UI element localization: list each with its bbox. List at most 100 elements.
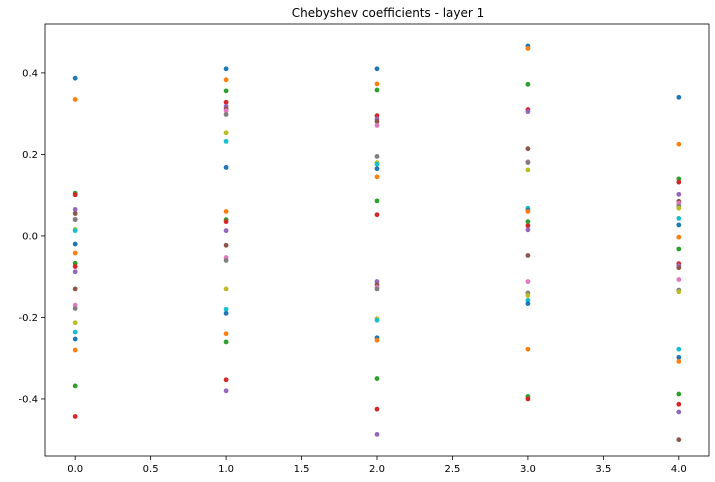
data-point [72, 414, 78, 419]
data-point [374, 119, 380, 124]
data-point [223, 257, 229, 263]
data-point [223, 286, 229, 292]
data-point [525, 293, 531, 298]
data-point [676, 179, 682, 185]
data-point [223, 165, 229, 170]
data-point [525, 167, 531, 173]
data-point [525, 209, 531, 214]
data-point [72, 286, 78, 292]
data-point [525, 223, 531, 229]
data-point [374, 161, 380, 167]
data-point [223, 138, 229, 144]
data-point [72, 269, 78, 275]
data-point [676, 359, 682, 364]
data-point [223, 388, 229, 394]
data-point [223, 339, 229, 345]
data-point [223, 209, 229, 214]
y-tick-label: -0.4 [18, 394, 38, 405]
data-point [72, 383, 78, 389]
data-point [525, 253, 531, 258]
data-point [374, 406, 380, 412]
data-point [223, 66, 229, 72]
x-axis: 0.0 0.5 1.0 1.5 2.0 2.5 3.0 3.5 4.0 [67, 456, 687, 475]
data-point [72, 250, 78, 256]
y-tick-label: -0.2 [18, 313, 38, 324]
data-point [223, 108, 229, 114]
y-tick-label: 0.4 [22, 68, 38, 79]
data-point [676, 409, 682, 415]
data-point [676, 289, 682, 295]
data-point [223, 112, 229, 117]
data-point [223, 219, 229, 225]
data-point [72, 320, 78, 326]
data-point [72, 217, 78, 223]
data-point [374, 317, 380, 323]
x-tick-label: 4.0 [671, 464, 687, 475]
data-point [676, 391, 682, 397]
data-point [374, 166, 380, 172]
data-point [676, 401, 682, 407]
data-point [525, 301, 531, 306]
data-point [676, 234, 682, 240]
data-point [374, 154, 380, 159]
data-point [374, 286, 380, 292]
data-point [374, 376, 380, 381]
data-point [374, 66, 380, 72]
data-point [525, 46, 531, 51]
data-point [676, 346, 682, 352]
data-point [223, 331, 229, 337]
data-point [72, 329, 78, 335]
data-point [72, 336, 78, 342]
data-point [374, 81, 380, 87]
data-point [676, 246, 682, 252]
data-point [676, 265, 682, 271]
data-point [223, 130, 229, 136]
data-point [676, 277, 682, 282]
data-point [72, 211, 78, 216]
data-point [72, 75, 78, 81]
x-tick-label: 2.5 [445, 464, 461, 475]
data-point [525, 279, 531, 284]
data-point [374, 212, 380, 218]
data-point [72, 192, 78, 198]
data-point [374, 123, 380, 128]
x-tick-label: 2.0 [369, 464, 385, 475]
data-point [525, 346, 531, 352]
data-point [676, 205, 682, 211]
data-point [223, 377, 229, 383]
data-point [374, 432, 380, 437]
data-point [525, 109, 531, 115]
data-point [72, 241, 78, 247]
data-point [374, 337, 380, 343]
data-point [374, 198, 380, 204]
y-axis: -0.4 -0.2 0.0 0.2 0.4 [18, 68, 45, 405]
data-point [374, 174, 380, 180]
x-tick-label: 1.0 [218, 464, 234, 475]
data-point [525, 81, 531, 87]
data-point [676, 216, 682, 221]
data-point [223, 242, 229, 248]
data-point [72, 207, 78, 212]
data-point [223, 77, 229, 83]
data-points [72, 43, 682, 443]
x-tick-label: 3.0 [520, 464, 536, 475]
x-tick-label: 1.5 [294, 464, 310, 475]
data-point [676, 437, 682, 443]
data-point [525, 146, 531, 152]
x-tick-label: 0.0 [67, 464, 83, 475]
data-point [72, 264, 78, 269]
x-tick-label: 0.5 [143, 464, 159, 475]
data-point [525, 227, 531, 233]
chart-title: Chebyshev coefficients - layer 1 [292, 6, 485, 20]
data-point [676, 354, 682, 360]
y-tick-label: 0.2 [22, 150, 38, 161]
data-point [72, 96, 78, 102]
data-point [374, 87, 380, 93]
data-point [676, 141, 682, 147]
data-point [223, 99, 229, 105]
data-point [676, 94, 682, 100]
data-point [525, 160, 531, 165]
data-point [72, 306, 78, 311]
data-point [223, 228, 229, 234]
